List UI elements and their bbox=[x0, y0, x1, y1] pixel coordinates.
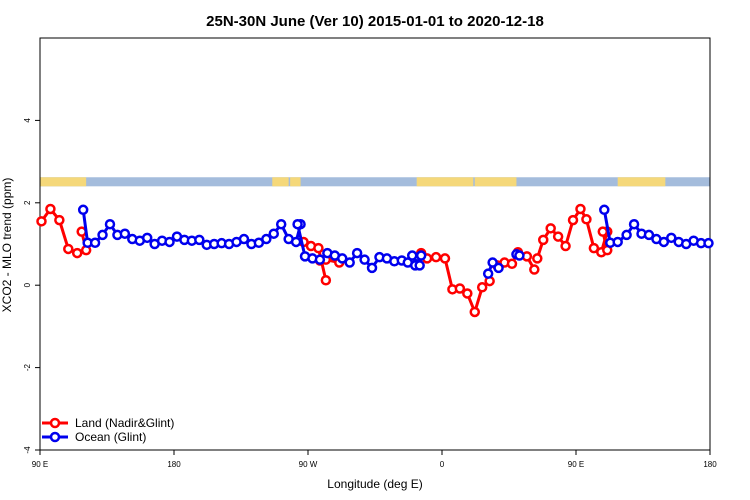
legend-label: Land (Nadir&Glint) bbox=[75, 416, 174, 430]
data-point bbox=[628, 218, 640, 230]
data-point bbox=[415, 250, 427, 261]
land-mask-segment bbox=[272, 177, 289, 187]
y-tick-label: -2 bbox=[23, 363, 32, 371]
data-point bbox=[493, 262, 504, 274]
data-point bbox=[359, 254, 370, 265]
x-tick-label: 90 E bbox=[32, 460, 48, 469]
data-point bbox=[238, 233, 250, 245]
data-point bbox=[164, 236, 175, 248]
legend-label: Ocean (Glint) bbox=[75, 430, 146, 444]
data-point bbox=[599, 204, 610, 216]
x-tick-label: 90 E bbox=[568, 460, 584, 469]
data-point bbox=[414, 260, 425, 271]
plot-area: 90 E 180 90 W 0 90 E 180 -4 -2 0 2 4 bbox=[23, 37, 717, 469]
data-point bbox=[581, 214, 592, 225]
x-tick-label: 90 W bbox=[299, 460, 318, 469]
data-point bbox=[560, 240, 571, 252]
land-mask-segment bbox=[617, 177, 666, 187]
land-mask-segment bbox=[40, 177, 87, 187]
data-point bbox=[621, 229, 632, 241]
data-point bbox=[268, 228, 280, 239]
data-point bbox=[351, 247, 363, 259]
data-point bbox=[545, 223, 556, 234]
data-point bbox=[612, 236, 623, 248]
data-point bbox=[119, 228, 131, 239]
x-tick-label: 180 bbox=[703, 460, 717, 469]
data-point bbox=[320, 275, 332, 286]
legend: Land (Nadir&Glint)Ocean (Glint) bbox=[42, 416, 174, 444]
y-tick-label: 0 bbox=[23, 282, 32, 287]
x-tick-label: 0 bbox=[440, 460, 445, 469]
data-point bbox=[482, 268, 494, 279]
data-point bbox=[77, 204, 89, 216]
data-point bbox=[552, 231, 564, 242]
data-point bbox=[292, 218, 303, 230]
data-point bbox=[104, 218, 116, 230]
data-point bbox=[703, 237, 714, 249]
data-point bbox=[36, 216, 47, 227]
data-point bbox=[45, 203, 56, 215]
data-point bbox=[506, 258, 518, 270]
data-point bbox=[314, 254, 326, 265]
data-point bbox=[275, 218, 287, 230]
data-point bbox=[666, 232, 677, 244]
data-point bbox=[439, 253, 451, 264]
land-mask-segment bbox=[474, 177, 517, 187]
data-point bbox=[532, 253, 543, 264]
data-point bbox=[514, 250, 525, 261]
data-point bbox=[597, 226, 609, 237]
data-point bbox=[658, 236, 670, 248]
data-point bbox=[462, 288, 473, 299]
data-point bbox=[476, 282, 488, 293]
data-point bbox=[454, 283, 466, 294]
data-point bbox=[89, 237, 101, 249]
x-tick-label: 180 bbox=[167, 460, 181, 469]
data-point bbox=[313, 242, 324, 254]
land-mask-segment bbox=[290, 177, 301, 187]
ocean-mask-band bbox=[40, 177, 710, 187]
data-point bbox=[406, 250, 418, 261]
data-point bbox=[63, 243, 74, 255]
y-tick-label: 2 bbox=[23, 200, 32, 205]
x-axis-label: Longitude (deg E) bbox=[327, 477, 422, 491]
land-mask-segment bbox=[416, 177, 474, 187]
legend-swatch-marker bbox=[49, 431, 61, 443]
data-point bbox=[529, 264, 540, 275]
data-point bbox=[643, 229, 655, 241]
data-point bbox=[194, 234, 205, 246]
data-point bbox=[336, 253, 348, 264]
y-tick-label: -4 bbox=[23, 446, 32, 454]
data-point bbox=[537, 234, 549, 246]
data-point bbox=[430, 251, 442, 263]
data-point bbox=[567, 214, 579, 226]
data-point bbox=[344, 257, 355, 268]
data-point bbox=[141, 232, 153, 244]
data-point bbox=[575, 203, 586, 215]
y-tick-label: 4 bbox=[23, 118, 32, 123]
chart-title: 25N-30N June (Ver 10) 2015-01-01 to 2020… bbox=[206, 13, 544, 30]
y-axis-label: XCO2 - MLO trend (ppm) bbox=[0, 178, 14, 313]
legend-swatch-marker bbox=[49, 417, 61, 429]
data-point bbox=[469, 306, 481, 318]
data-point bbox=[97, 229, 108, 241]
data-point bbox=[366, 262, 378, 274]
data-point bbox=[588, 242, 600, 254]
data-point bbox=[261, 233, 272, 245]
data-point bbox=[290, 236, 302, 248]
series-line bbox=[419, 251, 492, 314]
data-point bbox=[54, 214, 65, 226]
data-point bbox=[71, 247, 83, 259]
series-ocean bbox=[77, 204, 714, 279]
